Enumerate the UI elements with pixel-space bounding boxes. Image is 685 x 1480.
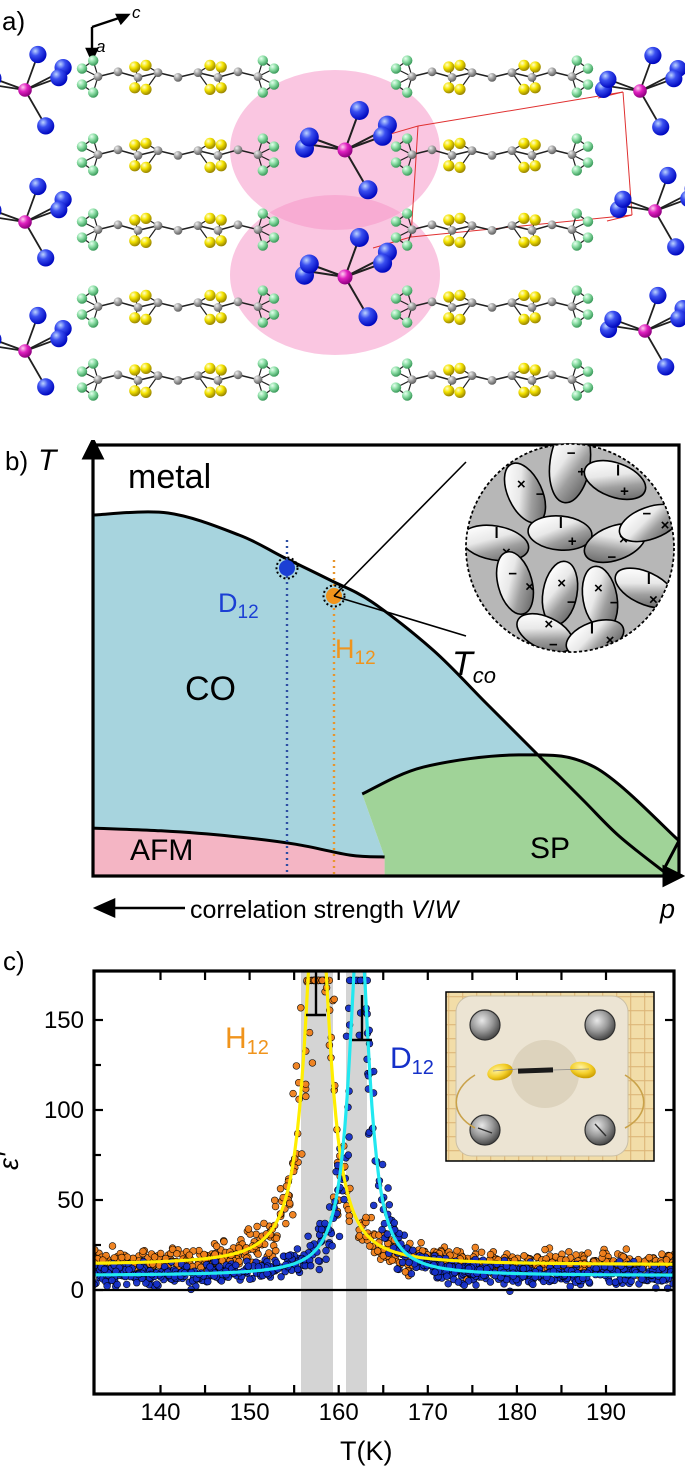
svg-text:150: 150 [44,1007,84,1034]
svg-text:−: − [536,486,545,503]
svg-text:+: + [620,483,629,500]
svg-text:×: × [594,580,603,597]
svg-text:−: − [567,445,576,462]
svg-text:H12: H12 [225,1022,269,1059]
svg-text:c): c) [3,946,25,976]
svg-text:−: − [608,549,617,566]
svg-text:+: + [568,533,577,550]
svg-text:−: − [610,595,619,612]
svg-text:×: × [517,476,526,493]
svg-text:−: − [508,565,517,582]
svg-text:×: × [544,616,553,633]
svg-text:D12: D12 [390,1042,434,1079]
svg-text:a): a) [2,6,25,36]
svg-text:SP: SP [530,832,570,865]
svg-text:T: T [38,444,59,477]
svg-text:Tco: Tco [452,645,496,688]
svg-text:l: l [590,620,594,637]
svg-text:−: − [567,594,576,611]
svg-text:×: × [525,578,534,595]
svg-text:b): b) [5,446,28,476]
svg-text:l: l [495,525,499,542]
svg-text:metal: metal [128,458,211,496]
svg-text:l: l [559,515,563,532]
svg-text:50: 50 [57,1187,84,1214]
svg-text:×: × [606,632,615,649]
svg-text:0: 0 [71,1277,84,1304]
svg-text:160: 160 [319,1399,359,1426]
svg-text:l: l [647,571,651,588]
svg-text:150: 150 [230,1399,270,1426]
svg-text:×: × [557,575,566,592]
svg-text:100: 100 [44,1097,84,1124]
svg-text:190: 190 [586,1399,626,1426]
svg-text:180: 180 [497,1399,537,1426]
svg-text:a: a [96,37,105,56]
svg-text:170: 170 [408,1399,448,1426]
svg-text:l: l [616,462,620,479]
svg-text:140: 140 [140,1399,180,1426]
svg-text:−: − [643,505,652,522]
svg-text:CO: CO [185,670,236,708]
svg-text:correlation strength V/W: correlation strength V/W [190,896,461,924]
svg-text:×: × [661,517,670,534]
svg-text:c: c [132,3,141,22]
svg-text:ε': ε' [0,1152,24,1170]
svg-text:AFM: AFM [130,834,193,867]
svg-text:p: p [659,894,675,924]
svg-text:T(K): T(K) [340,1436,392,1466]
